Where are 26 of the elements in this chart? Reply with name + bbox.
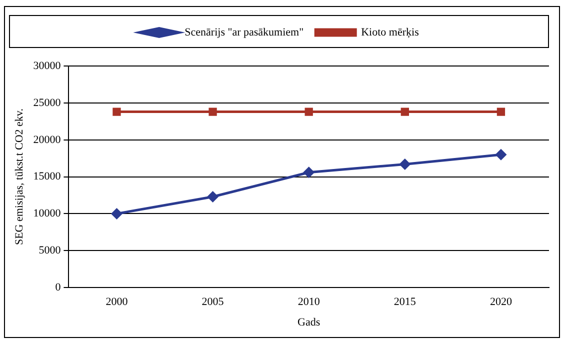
point xyxy=(496,108,506,116)
x-axis-title: Gads xyxy=(298,316,320,328)
point xyxy=(208,108,217,116)
y-tick-label: 5000 xyxy=(38,244,62,257)
y-tick-label: 25000 xyxy=(33,96,62,109)
x-tick-label: 2010 xyxy=(298,296,320,308)
y-tick-label: 20000 xyxy=(33,134,62,146)
point xyxy=(208,191,218,202)
y-tick-label: 30000 xyxy=(33,60,62,72)
point xyxy=(496,149,506,160)
y-axis-title: SEG emisijas, tūkst.t CO2 ekv. xyxy=(13,108,26,246)
x-tick-label: 2000 xyxy=(106,296,128,308)
point xyxy=(304,167,314,178)
x-tick-label: 2015 xyxy=(394,296,416,308)
y-tick-label: 10000 xyxy=(33,208,62,220)
y-tick-label: 15000 xyxy=(33,170,62,183)
x-tick-label: 2020 xyxy=(490,296,512,308)
point xyxy=(112,108,121,116)
point xyxy=(304,108,313,116)
x-tick-label: 2005 xyxy=(202,296,224,308)
legend-label: Scenārijs "ar pasākumiem" xyxy=(184,26,304,38)
point xyxy=(400,158,410,170)
point xyxy=(400,108,409,116)
point xyxy=(111,208,122,219)
legend-label: Kioto mērķis xyxy=(361,26,419,38)
y-tick-label: 0 xyxy=(55,281,62,294)
